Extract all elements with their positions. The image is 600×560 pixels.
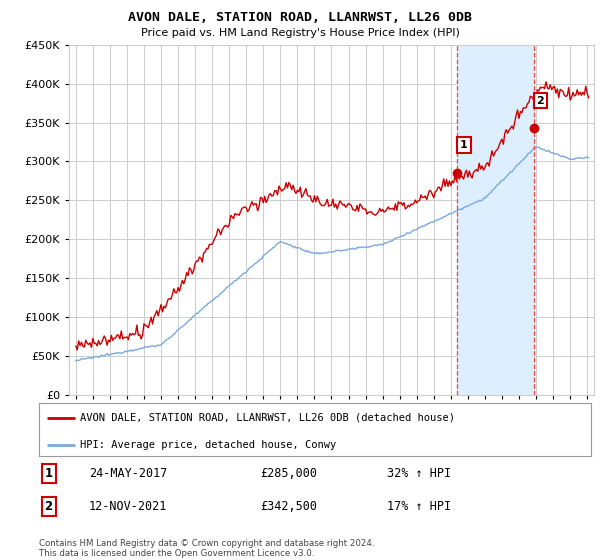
Text: £342,500: £342,500: [260, 500, 317, 512]
Text: £285,000: £285,000: [260, 466, 317, 480]
Text: AVON DALE, STATION ROAD, LLANRWST, LL26 0DB: AVON DALE, STATION ROAD, LLANRWST, LL26 …: [128, 11, 472, 24]
Text: 1: 1: [460, 140, 468, 150]
Text: 2: 2: [536, 96, 544, 105]
Text: 17% ↑ HPI: 17% ↑ HPI: [387, 500, 451, 512]
Text: 2: 2: [44, 500, 53, 512]
Bar: [457, 45, 534, 395]
Text: 32% ↑ HPI: 32% ↑ HPI: [387, 466, 451, 480]
Text: HPI: Average price, detached house, Conwy: HPI: Average price, detached house, Conw…: [80, 440, 337, 450]
Text: Contains HM Land Registry data © Crown copyright and database right 2024.
This d: Contains HM Land Registry data © Crown c…: [39, 539, 374, 558]
Text: AVON DALE, STATION ROAD, LLANRWST, LL26 0DB (detached house): AVON DALE, STATION ROAD, LLANRWST, LL26 …: [80, 413, 455, 423]
Text: 12-NOV-2021: 12-NOV-2021: [89, 500, 167, 512]
Text: 24-MAY-2017: 24-MAY-2017: [89, 466, 167, 480]
Text: 1: 1: [44, 466, 53, 480]
Text: Price paid vs. HM Land Registry's House Price Index (HPI): Price paid vs. HM Land Registry's House …: [140, 28, 460, 38]
